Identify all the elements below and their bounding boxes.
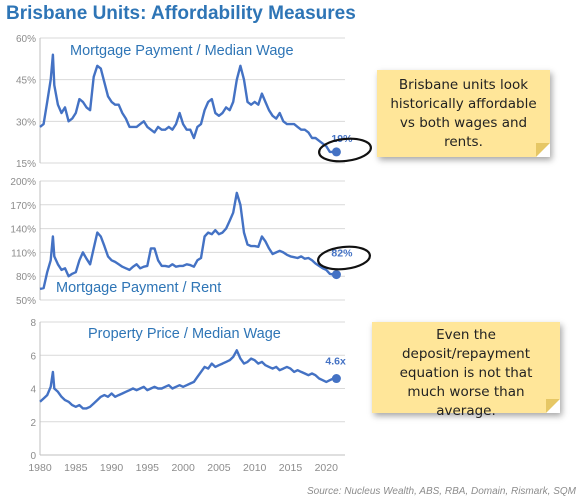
end-value-label: 82% xyxy=(331,248,353,260)
y-tick-label: 15% xyxy=(16,159,36,170)
y-tick-label: 140% xyxy=(10,225,36,236)
y-tick-label: 50% xyxy=(16,296,36,307)
end-point-marker xyxy=(331,147,341,157)
source-note: Source: Nucleus Wealth, ABS, RBA, Domain… xyxy=(307,486,576,497)
y-tick-label: 8 xyxy=(30,318,36,329)
end-value-label: 4.6x xyxy=(325,356,346,368)
end-point-marker xyxy=(331,374,341,384)
panel-title: Mortgage Payment / Rent xyxy=(56,280,221,296)
series-line xyxy=(39,53,334,154)
x-tick-label: 1990 xyxy=(100,462,124,474)
y-tick-label: 2 xyxy=(30,418,36,429)
note-fold-icon xyxy=(536,143,550,157)
y-tick-label: 6 xyxy=(30,351,36,362)
note-deposit-text: Even the deposit/repayment equation is n… xyxy=(399,327,533,419)
note-wages-rents: Brisbane units look historically afforda… xyxy=(377,70,550,157)
x-tick-label: 1980 xyxy=(28,462,52,474)
panel-title: Property Price / Median Wage xyxy=(88,326,281,342)
highlight-circle xyxy=(318,137,372,163)
highlight-circle xyxy=(317,245,371,271)
y-tick-label: 4 xyxy=(30,385,36,396)
x-tick-label: 2020 xyxy=(315,462,339,474)
end-point-marker xyxy=(331,270,341,280)
series-line xyxy=(39,191,334,291)
y-tick-label: 30% xyxy=(16,117,36,128)
x-tick-label: 2005 xyxy=(207,462,231,474)
note-fold-icon xyxy=(546,399,560,413)
panel-title: Mortgage Payment / Median Wage xyxy=(70,43,294,59)
x-tick-label: 2010 xyxy=(243,462,267,474)
y-tick-label: 110% xyxy=(11,248,36,259)
series-line xyxy=(39,349,334,410)
note-deposit: Even the deposit/repayment equation is n… xyxy=(372,322,560,419)
x-tick-label: 2015 xyxy=(279,462,303,474)
note-wages-rents-text: Brisbane units look historically afforda… xyxy=(390,77,537,150)
y-tick-label: 80% xyxy=(16,272,36,283)
y-tick-label: 170% xyxy=(10,201,36,212)
x-tick-label: 1995 xyxy=(136,462,160,474)
x-tick-label: 1985 xyxy=(64,462,88,474)
y-tick-label: 200% xyxy=(10,177,36,188)
y-tick-label: 0 xyxy=(30,451,36,462)
x-tick-label: 2000 xyxy=(171,462,195,474)
page-title: Brisbane Units: Affordability Measures xyxy=(6,3,356,24)
y-tick-label: 45% xyxy=(16,76,36,87)
y-tick-label: 60% xyxy=(16,34,36,45)
